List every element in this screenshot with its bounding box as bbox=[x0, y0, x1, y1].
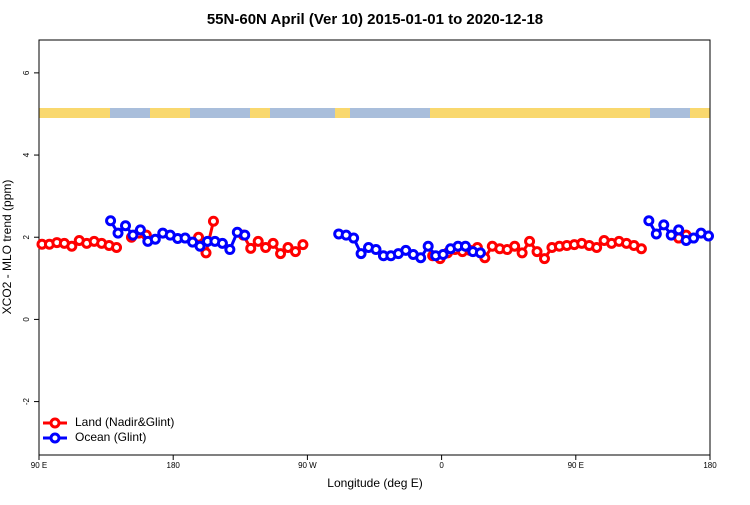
x-tick-label: 90 W bbox=[298, 461, 317, 470]
point bbox=[252, 235, 264, 247]
point bbox=[422, 240, 434, 252]
x-tick-label: 90 E bbox=[31, 461, 47, 470]
y-tick-label: 0 bbox=[22, 317, 31, 322]
point bbox=[591, 242, 603, 253]
y-tick-label: 2 bbox=[22, 234, 31, 239]
point bbox=[509, 240, 521, 252]
point bbox=[650, 228, 662, 240]
x-tick-label: 180 bbox=[703, 461, 717, 470]
point bbox=[105, 215, 117, 227]
point bbox=[348, 232, 360, 244]
point bbox=[207, 215, 219, 227]
y-tick-label: -2 bbox=[22, 397, 31, 405]
point bbox=[370, 244, 382, 256]
point bbox=[149, 233, 161, 245]
x-tick-label: 0 bbox=[439, 461, 444, 470]
legend-label: Ocean (Glint) bbox=[75, 430, 146, 444]
point bbox=[355, 248, 367, 260]
point bbox=[245, 242, 257, 254]
legend-label: Land (Nadir&Glint) bbox=[75, 415, 174, 429]
point bbox=[415, 252, 427, 264]
point bbox=[134, 224, 146, 236]
point bbox=[289, 246, 301, 258]
point bbox=[673, 224, 685, 236]
point bbox=[643, 215, 655, 227]
chart-title: 55N-60N April (Ver 10) 2015-01-01 to 202… bbox=[207, 11, 543, 28]
legend-marker bbox=[49, 432, 61, 444]
x-tick-label: 180 bbox=[167, 461, 181, 470]
y-tick-label: 4 bbox=[22, 152, 31, 157]
point bbox=[239, 229, 251, 241]
y-axis-label: XCO2 - MLO trend (ppm) bbox=[0, 180, 14, 315]
point bbox=[658, 219, 670, 231]
land-strip bbox=[39, 108, 710, 118]
point bbox=[112, 227, 124, 239]
point bbox=[665, 229, 677, 241]
point bbox=[474, 247, 486, 259]
point bbox=[688, 232, 700, 244]
point bbox=[516, 247, 528, 259]
point bbox=[216, 237, 228, 249]
point bbox=[459, 240, 471, 252]
point bbox=[531, 246, 543, 258]
point bbox=[437, 248, 449, 260]
point bbox=[538, 253, 550, 265]
point bbox=[524, 235, 536, 247]
point bbox=[297, 239, 309, 251]
x-tick-label: 90 E bbox=[568, 461, 584, 470]
point bbox=[194, 240, 206, 252]
point bbox=[111, 242, 123, 253]
point bbox=[127, 229, 139, 241]
point bbox=[635, 243, 647, 255]
point bbox=[267, 237, 279, 249]
point bbox=[66, 240, 78, 252]
point bbox=[224, 244, 236, 256]
legend-marker bbox=[49, 417, 61, 429]
point bbox=[703, 230, 715, 242]
y-tick-label: 6 bbox=[22, 70, 31, 75]
point bbox=[119, 220, 131, 232]
point bbox=[200, 247, 212, 259]
x-axis-label: Longitude (deg E) bbox=[327, 476, 422, 490]
point bbox=[275, 248, 287, 260]
